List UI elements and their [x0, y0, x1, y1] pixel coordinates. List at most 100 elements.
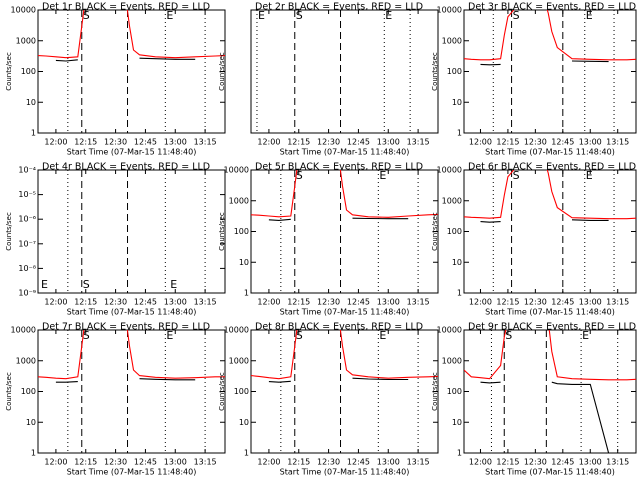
x-tick-label: 13:00 [377, 138, 400, 147]
x-tick-label: 12:00 [44, 298, 67, 307]
y-tick-label: 1000 [442, 196, 462, 205]
marker-label: E [258, 9, 265, 22]
series-line [480, 60, 609, 66]
plot-frame [250, 9, 439, 134]
x-tick-label: 12:00 [257, 458, 280, 467]
x-axis-label: Start Time (07-Mar-15 11:48:40) [280, 148, 410, 157]
x-tick-label: 12:15 [287, 298, 310, 307]
x-tick-label: 13:15 [407, 458, 430, 467]
x-tick-label: 12:30 [104, 138, 127, 147]
x-tick-label: 12:00 [257, 298, 280, 307]
x-tick-label: 12:45 [134, 458, 157, 467]
panel: 12:00 12:15 12:30 12:45 13:00 13:15 1 10 100 1000… [431, 2, 637, 157]
x-tick-label: 13:00 [579, 458, 602, 467]
x-tick-label: 12:15 [74, 458, 97, 467]
chart-title: Det 4r BLACK = Events, RED = LLD [42, 162, 210, 173]
series-line [480, 219, 609, 223]
chart-title: Det 1r BLACK = Events, RED = LLD [42, 2, 210, 13]
y-tick-label: 100 [447, 387, 462, 396]
y-tick-label: 10 [239, 258, 249, 267]
plot-frame [37, 169, 226, 294]
x-tick-label: 13:00 [579, 138, 602, 147]
x-tick-label: 13:00 [164, 298, 187, 307]
x-tick-label: 13:00 [164, 458, 187, 467]
y-axis-label: Counts/sec [431, 372, 439, 411]
y-tick-label: 10 [26, 98, 36, 107]
series-line [480, 381, 610, 453]
x-tick-label: 12:45 [347, 298, 370, 307]
marker-label: E [379, 169, 386, 182]
x-tick-label: 12:30 [524, 458, 547, 467]
x-tick-label: 12:00 [44, 458, 67, 467]
y-tick-label: 1000 [16, 36, 36, 45]
y-tick-label: 1 [31, 129, 36, 138]
x-tick-label: 12:15 [74, 298, 97, 307]
y-tick-label: 10⁻⁹ [18, 289, 36, 298]
y-tick-label: 1 [244, 449, 249, 458]
marker-label: S [513, 9, 520, 22]
y-tick-label: 10 [452, 98, 462, 107]
y-tick-label: 10 [452, 418, 462, 427]
marker-label: E [166, 9, 173, 22]
y-tick-label: 100 [21, 387, 36, 396]
y-tick-label: 1000 [229, 196, 249, 205]
panel: 12:00 12:15 12:30 12:45 13:00 13:15 1 10 100 1000… [431, 322, 637, 477]
marker-label: S [83, 278, 90, 291]
y-axis-label: Counts/sec [5, 52, 13, 91]
y-tick-label: 100 [234, 387, 249, 396]
x-tick-label: 12:45 [551, 298, 574, 307]
x-axis-label: Start Time (07-Mar-15 11:48:40) [67, 468, 197, 477]
x-tick-label: 13:15 [606, 458, 629, 467]
panel: 12:00 12:15 12:30 12:45 13:00 13:15 1 10 100 1000… [5, 322, 226, 477]
y-tick-label: 10000 [11, 6, 36, 15]
chart-title: Det 7r BLACK = Events, RED = LLD [42, 322, 210, 333]
x-tick-label: 12:00 [469, 458, 492, 467]
series-line [464, 10, 636, 61]
y-tick-label: 10⁻⁸ [18, 264, 36, 273]
x-axis-label: Start Time (07-Mar-15 11:48:40) [485, 308, 615, 317]
panel: 12:00 12:15 12:30 12:45 13:00 13:15 1 10 100 1000… [5, 2, 226, 157]
series-line [251, 170, 438, 218]
marker-label: E [379, 329, 386, 342]
marker-label: E [170, 278, 177, 291]
marker-label: S [513, 169, 520, 182]
marker-label: S [296, 329, 303, 342]
series-line [38, 330, 225, 380]
x-tick-label: 12:15 [496, 298, 519, 307]
series-line [268, 377, 409, 383]
x-tick-label: 12:15 [496, 458, 519, 467]
marker-label: S [296, 169, 303, 182]
x-tick-label: 12:45 [134, 298, 157, 307]
panel: 12:00 12:15 12:30 12:45 13:00 13:15 10⁻⁹ 10⁻⁸ 10… [5, 162, 226, 317]
y-tick-label: 10 [239, 418, 249, 427]
marker-label: S [83, 9, 90, 22]
x-tick-label: 12:30 [317, 298, 340, 307]
x-tick-label: 13:15 [194, 138, 217, 147]
marker-label: E [582, 329, 589, 342]
series-line [55, 57, 196, 62]
y-tick-label: 10⁻⁵ [18, 190, 36, 199]
x-tick-label: 12:30 [104, 458, 127, 467]
x-tick-label: 12:15 [496, 138, 519, 147]
x-axis-label: Start Time (07-Mar-15 11:48:40) [485, 468, 615, 477]
y-tick-label: 10000 [437, 166, 462, 175]
x-tick-label: 13:15 [194, 458, 217, 467]
y-tick-label: 1000 [442, 36, 462, 45]
y-tick-label: 10⁻⁴ [18, 166, 36, 175]
y-tick-label: 10 [452, 258, 462, 267]
x-tick-label: 12:30 [104, 298, 127, 307]
y-tick-label: 10000 [437, 6, 462, 15]
panel: 12:00 12:15 12:30 12:45 13:00 13:15 1 10 100 1000… [218, 322, 439, 477]
y-tick-label: 1 [244, 289, 249, 298]
series-line [464, 170, 636, 220]
x-tick-label: 12:00 [469, 298, 492, 307]
x-tick-label: 12:15 [74, 138, 97, 147]
x-tick-label: 12:00 [257, 138, 280, 147]
x-tick-label: 13:00 [164, 138, 187, 147]
marker-label: E [41, 278, 48, 291]
y-axis-label: Counts/sec [218, 52, 226, 91]
x-tick-label: 12:45 [347, 138, 370, 147]
